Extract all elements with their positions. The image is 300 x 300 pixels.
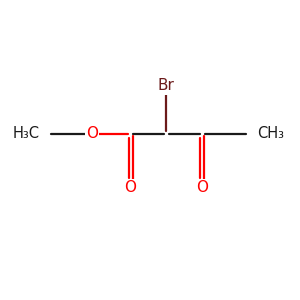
Text: O: O <box>86 126 98 141</box>
Text: CH₃: CH₃ <box>257 126 284 141</box>
Text: H₃C: H₃C <box>13 126 40 141</box>
Text: O: O <box>124 180 136 195</box>
Text: O: O <box>196 180 208 195</box>
Text: Br: Br <box>158 78 175 93</box>
